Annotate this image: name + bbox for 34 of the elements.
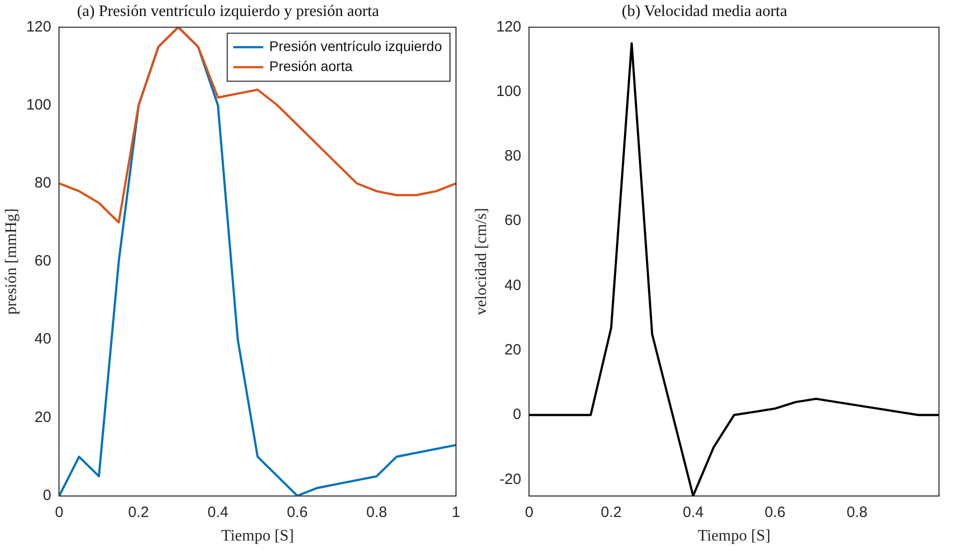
y-tick-label: 0 [512, 406, 522, 424]
y-tick-label: 40 [34, 330, 52, 348]
x-tick-label: 0.2 [600, 504, 622, 521]
y-tick-label: 20 [34, 408, 52, 426]
y-axis-title: presión [mmHg] [2, 208, 20, 315]
x-tick-label: 1 [452, 504, 460, 521]
y-tick-label: 20 [504, 342, 522, 359]
chart-title: (b) Velocidad media aorta [622, 2, 788, 20]
x-tick-label: 0.4 [208, 504, 228, 521]
x-axis-title: Tiempo [S] [221, 528, 294, 545]
x-tick-label: 0.8 [846, 504, 868, 521]
x-axis-title: Tiempo [S] [698, 528, 770, 545]
y-tick-label: 120 [26, 18, 52, 36]
y-tick-label: 60 [504, 212, 522, 230]
y-tick-label: 80 [504, 148, 522, 165]
y-tick-label: 60 [34, 252, 52, 270]
x-tick-label: 0 [525, 504, 534, 521]
y-tick-label: 40 [504, 276, 522, 294]
x-tick-label: 0 [55, 504, 64, 521]
y-tick-label: 0 [42, 486, 52, 504]
x-tick-label: 0.2 [128, 504, 150, 521]
y-tick-label: 80 [34, 174, 52, 192]
y-tick-label: 120 [496, 18, 522, 36]
x-tick-label: 0.8 [366, 504, 388, 521]
x-tick-label: 0.6 [764, 504, 786, 521]
legend-label: Presión ventrículo izquierdo [269, 38, 442, 54]
chart-title: (a) Presión ventrículo izquierdo y presión aorta [76, 2, 380, 20]
x-tick-label: 0.4 [682, 504, 704, 521]
y-tick-label: 100 [496, 82, 522, 100]
x-tick-label: 0.6 [286, 504, 308, 521]
y-tick-label: -20 [500, 470, 522, 488]
y-tick-label: 100 [26, 96, 52, 114]
y-axis-title: velocidad [cm/s] [472, 208, 490, 316]
legend-label: Presión aorta [269, 58, 353, 74]
